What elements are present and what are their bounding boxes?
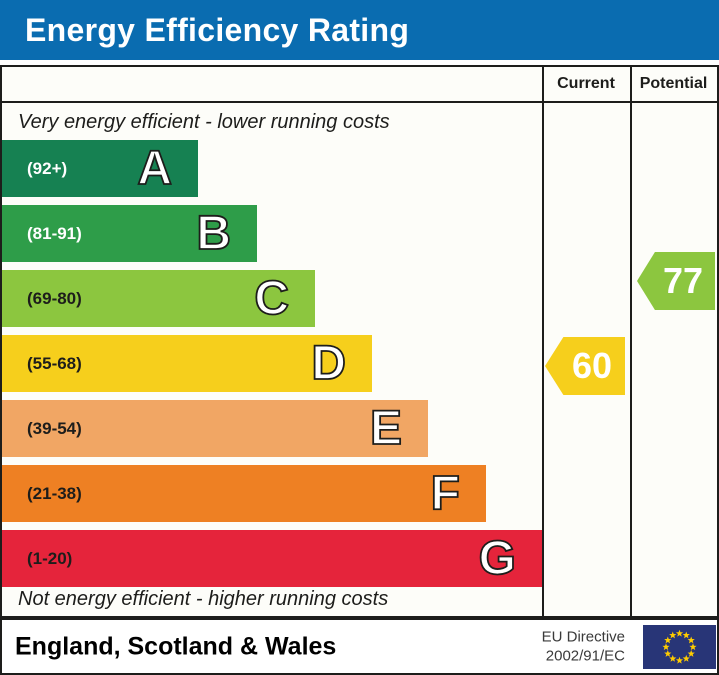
band-a: (92+) A [2,140,198,197]
potential-value: 77 [662,260,704,301]
current-marker: 60 [545,337,625,395]
band-b-letter: B [195,206,231,260]
band-g-range-label: (1-20) [27,548,73,568]
band-e: (39-54) E [2,400,428,457]
region-label: England, Scotland & Wales [15,632,337,660]
eu-directive-line2: 2002/91/EC [545,647,625,665]
band-f: (21-38) F [2,465,486,522]
band-c: (69-80) C [2,270,315,327]
band-b: (81-91) B [2,205,257,262]
eu-flag-icon [643,625,716,669]
bottom-note: Not energy efficient - higher running co… [18,588,389,610]
eu-directive-line1: EU Directive [541,628,625,645]
band-f-range-label: (21-38) [27,483,82,503]
title-bar: Energy Efficiency Rating [0,0,719,60]
band-a-range-label: (92+) [27,158,68,178]
band-b-range-label: (81-91) [27,223,82,243]
table-header-row: Current Potential [2,67,717,103]
band-g: (1-20) G [2,530,542,587]
potential-column-header: Potential [639,75,708,92]
current-column-divider [542,67,544,616]
eu-directive-label: EU Directive 2002/91/EC [542,627,625,666]
band-g-letter: G [478,531,517,585]
band-d-letter: D [310,336,346,390]
band-e-letter: E [369,401,403,455]
current-column-header: Current [557,75,615,92]
footer-bar: England, Scotland & Wales EU Directive 2… [0,618,719,675]
rating-bands: (92+) A (81-91) B (69-80) C (55-68) D (3… [2,140,542,587]
band-f-letter: F [430,466,461,520]
band-d: (55-68) D [2,335,372,392]
potential-column-divider [630,67,632,616]
band-c-letter: C [253,271,289,325]
band-a-letter: A [136,141,172,195]
top-note: Very energy efficient - lower running co… [18,111,390,133]
band-e-range-label: (39-54) [27,418,82,438]
band-d-range-label: (55-68) [27,353,82,373]
current-value: 60 [571,345,613,386]
band-c-range-label: (69-80) [27,288,82,308]
page-title: Energy Efficiency Rating [25,11,410,48]
potential-marker: 77 [637,252,715,310]
